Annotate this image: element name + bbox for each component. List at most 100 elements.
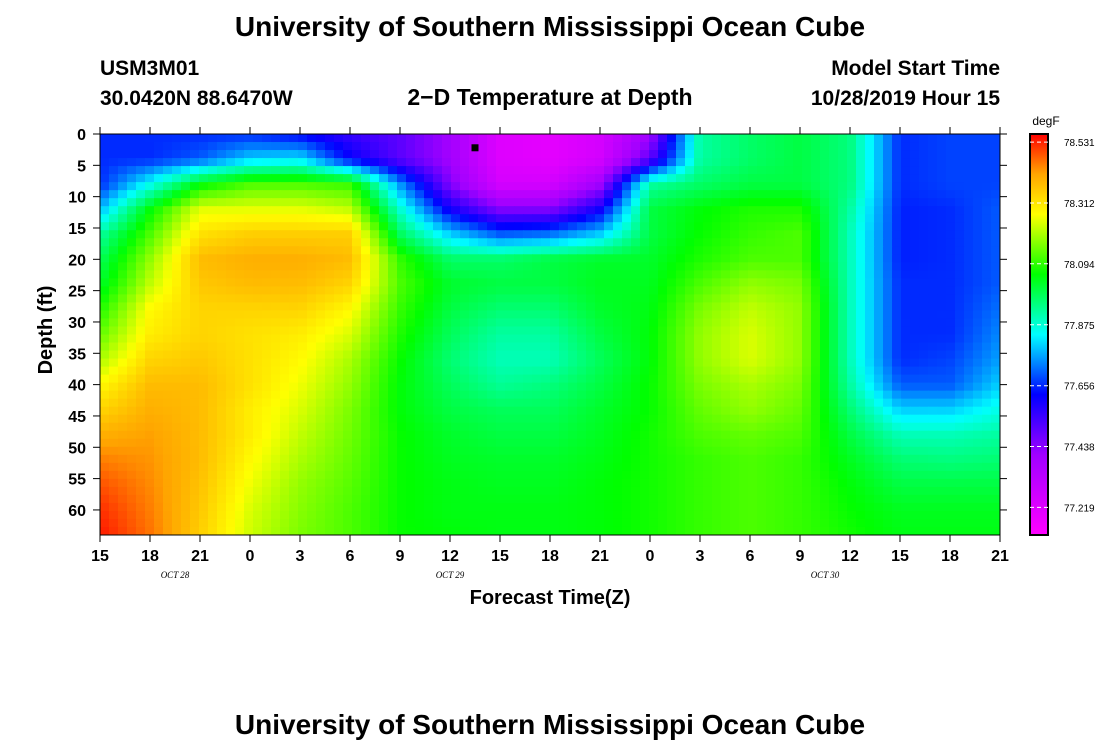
- heatmap-cell: [388, 286, 398, 295]
- heatmap-cell: [865, 454, 875, 464]
- heatmap-cell: [514, 390, 524, 400]
- heatmap-cell: [892, 334, 902, 344]
- heatmap-cell: [622, 238, 632, 247]
- heatmap-cell: [559, 414, 569, 424]
- heatmap-cell: [802, 134, 812, 143]
- heatmap-cell: [514, 422, 524, 432]
- heatmap-cell: [811, 510, 821, 520]
- heatmap-cell: [667, 350, 677, 360]
- heatmap-cell: [379, 462, 389, 472]
- heatmap-cell: [811, 342, 821, 352]
- heatmap-cell: [217, 334, 227, 344]
- heatmap-cell: [577, 166, 587, 175]
- heatmap-cell: [676, 302, 686, 312]
- heatmap-cell: [271, 406, 281, 416]
- heatmap-cell: [757, 454, 767, 464]
- heatmap-cell: [856, 302, 866, 312]
- heatmap-cell: [244, 238, 254, 247]
- heatmap-cell: [640, 286, 650, 295]
- heatmap-cell: [433, 222, 443, 231]
- heatmap-cell: [793, 406, 803, 416]
- heatmap-cell: [505, 150, 515, 159]
- heatmap-cell: [883, 526, 893, 535]
- heatmap-cell: [100, 390, 110, 400]
- heatmap-cell: [109, 510, 119, 520]
- heatmap-cell: [640, 526, 650, 535]
- heatmap-cell: [550, 342, 560, 352]
- heatmap-cell: [145, 310, 155, 320]
- heatmap-cell: [748, 254, 758, 263]
- heatmap-cell: [244, 486, 254, 496]
- heatmap-cell: [505, 470, 515, 480]
- heatmap-cell: [469, 318, 479, 328]
- heatmap-cell: [919, 502, 929, 512]
- heatmap-cell: [631, 366, 641, 376]
- heatmap-cell: [568, 318, 578, 328]
- heatmap-cell: [658, 526, 668, 535]
- heatmap-cell: [262, 214, 272, 223]
- heatmap-cell: [721, 430, 731, 440]
- heatmap-cell: [460, 518, 470, 528]
- heatmap-cell: [145, 486, 155, 496]
- heatmap-cell: [595, 398, 605, 408]
- heatmap-cell: [226, 310, 236, 320]
- heatmap-cell: [541, 302, 551, 312]
- heatmap-cell: [406, 462, 416, 472]
- heatmap-cell: [397, 190, 407, 199]
- heatmap-cell: [379, 318, 389, 328]
- heatmap-cell: [595, 406, 605, 416]
- heatmap-cell: [586, 270, 596, 279]
- heatmap-cell: [334, 134, 344, 143]
- heatmap-cell: [163, 502, 173, 512]
- heatmap-cell: [199, 254, 209, 263]
- heatmap-cell: [883, 134, 893, 143]
- heatmap-cell: [649, 254, 659, 263]
- heatmap-cell: [307, 222, 317, 231]
- heatmap-cell: [586, 222, 596, 231]
- heatmap-cell: [838, 230, 848, 239]
- heatmap-cell: [802, 230, 812, 239]
- temperature-heatmap: [100, 134, 1000, 535]
- heatmap-cell: [514, 446, 524, 456]
- heatmap-cell: [640, 414, 650, 424]
- heatmap-cell: [442, 478, 452, 488]
- heatmap-cell: [919, 174, 929, 183]
- heatmap-cell: [172, 422, 182, 432]
- heatmap-cell: [757, 150, 767, 159]
- heatmap-cell: [883, 318, 893, 328]
- heatmap-cell: [487, 422, 497, 432]
- heatmap-cell: [235, 222, 245, 231]
- heatmap-cell: [514, 350, 524, 360]
- heatmap-cell: [460, 270, 470, 279]
- heatmap-cell: [163, 406, 173, 416]
- heatmap-cell: [910, 374, 920, 384]
- heatmap-cell: [334, 494, 344, 504]
- heatmap-cell: [622, 414, 632, 424]
- heatmap-cell: [793, 486, 803, 496]
- heatmap-cell: [757, 414, 767, 424]
- heatmap-cell: [964, 486, 974, 496]
- heatmap-cell: [559, 182, 569, 191]
- heatmap-cell: [874, 222, 884, 231]
- heatmap-cell: [226, 238, 236, 247]
- heatmap-cell: [622, 382, 632, 392]
- heatmap-cell: [172, 414, 182, 424]
- heatmap-cell: [199, 526, 209, 535]
- heatmap-cell: [829, 358, 839, 368]
- heatmap-cell: [865, 326, 875, 336]
- heatmap-cell: [217, 366, 227, 376]
- heatmap-cell: [397, 294, 407, 304]
- heatmap-cell: [397, 230, 407, 239]
- heatmap-cell: [478, 214, 488, 223]
- heatmap-cell: [442, 390, 452, 400]
- heatmap-cell: [856, 318, 866, 328]
- heatmap-cell: [145, 230, 155, 239]
- heatmap-cell: [991, 414, 1000, 424]
- heatmap-cell: [343, 334, 353, 344]
- heatmap-cell: [316, 174, 326, 183]
- heatmap-cell: [100, 182, 110, 191]
- heatmap-cell: [433, 398, 443, 408]
- heatmap-cell: [415, 166, 425, 175]
- heatmap-cell: [856, 310, 866, 320]
- heatmap-cell: [910, 182, 920, 191]
